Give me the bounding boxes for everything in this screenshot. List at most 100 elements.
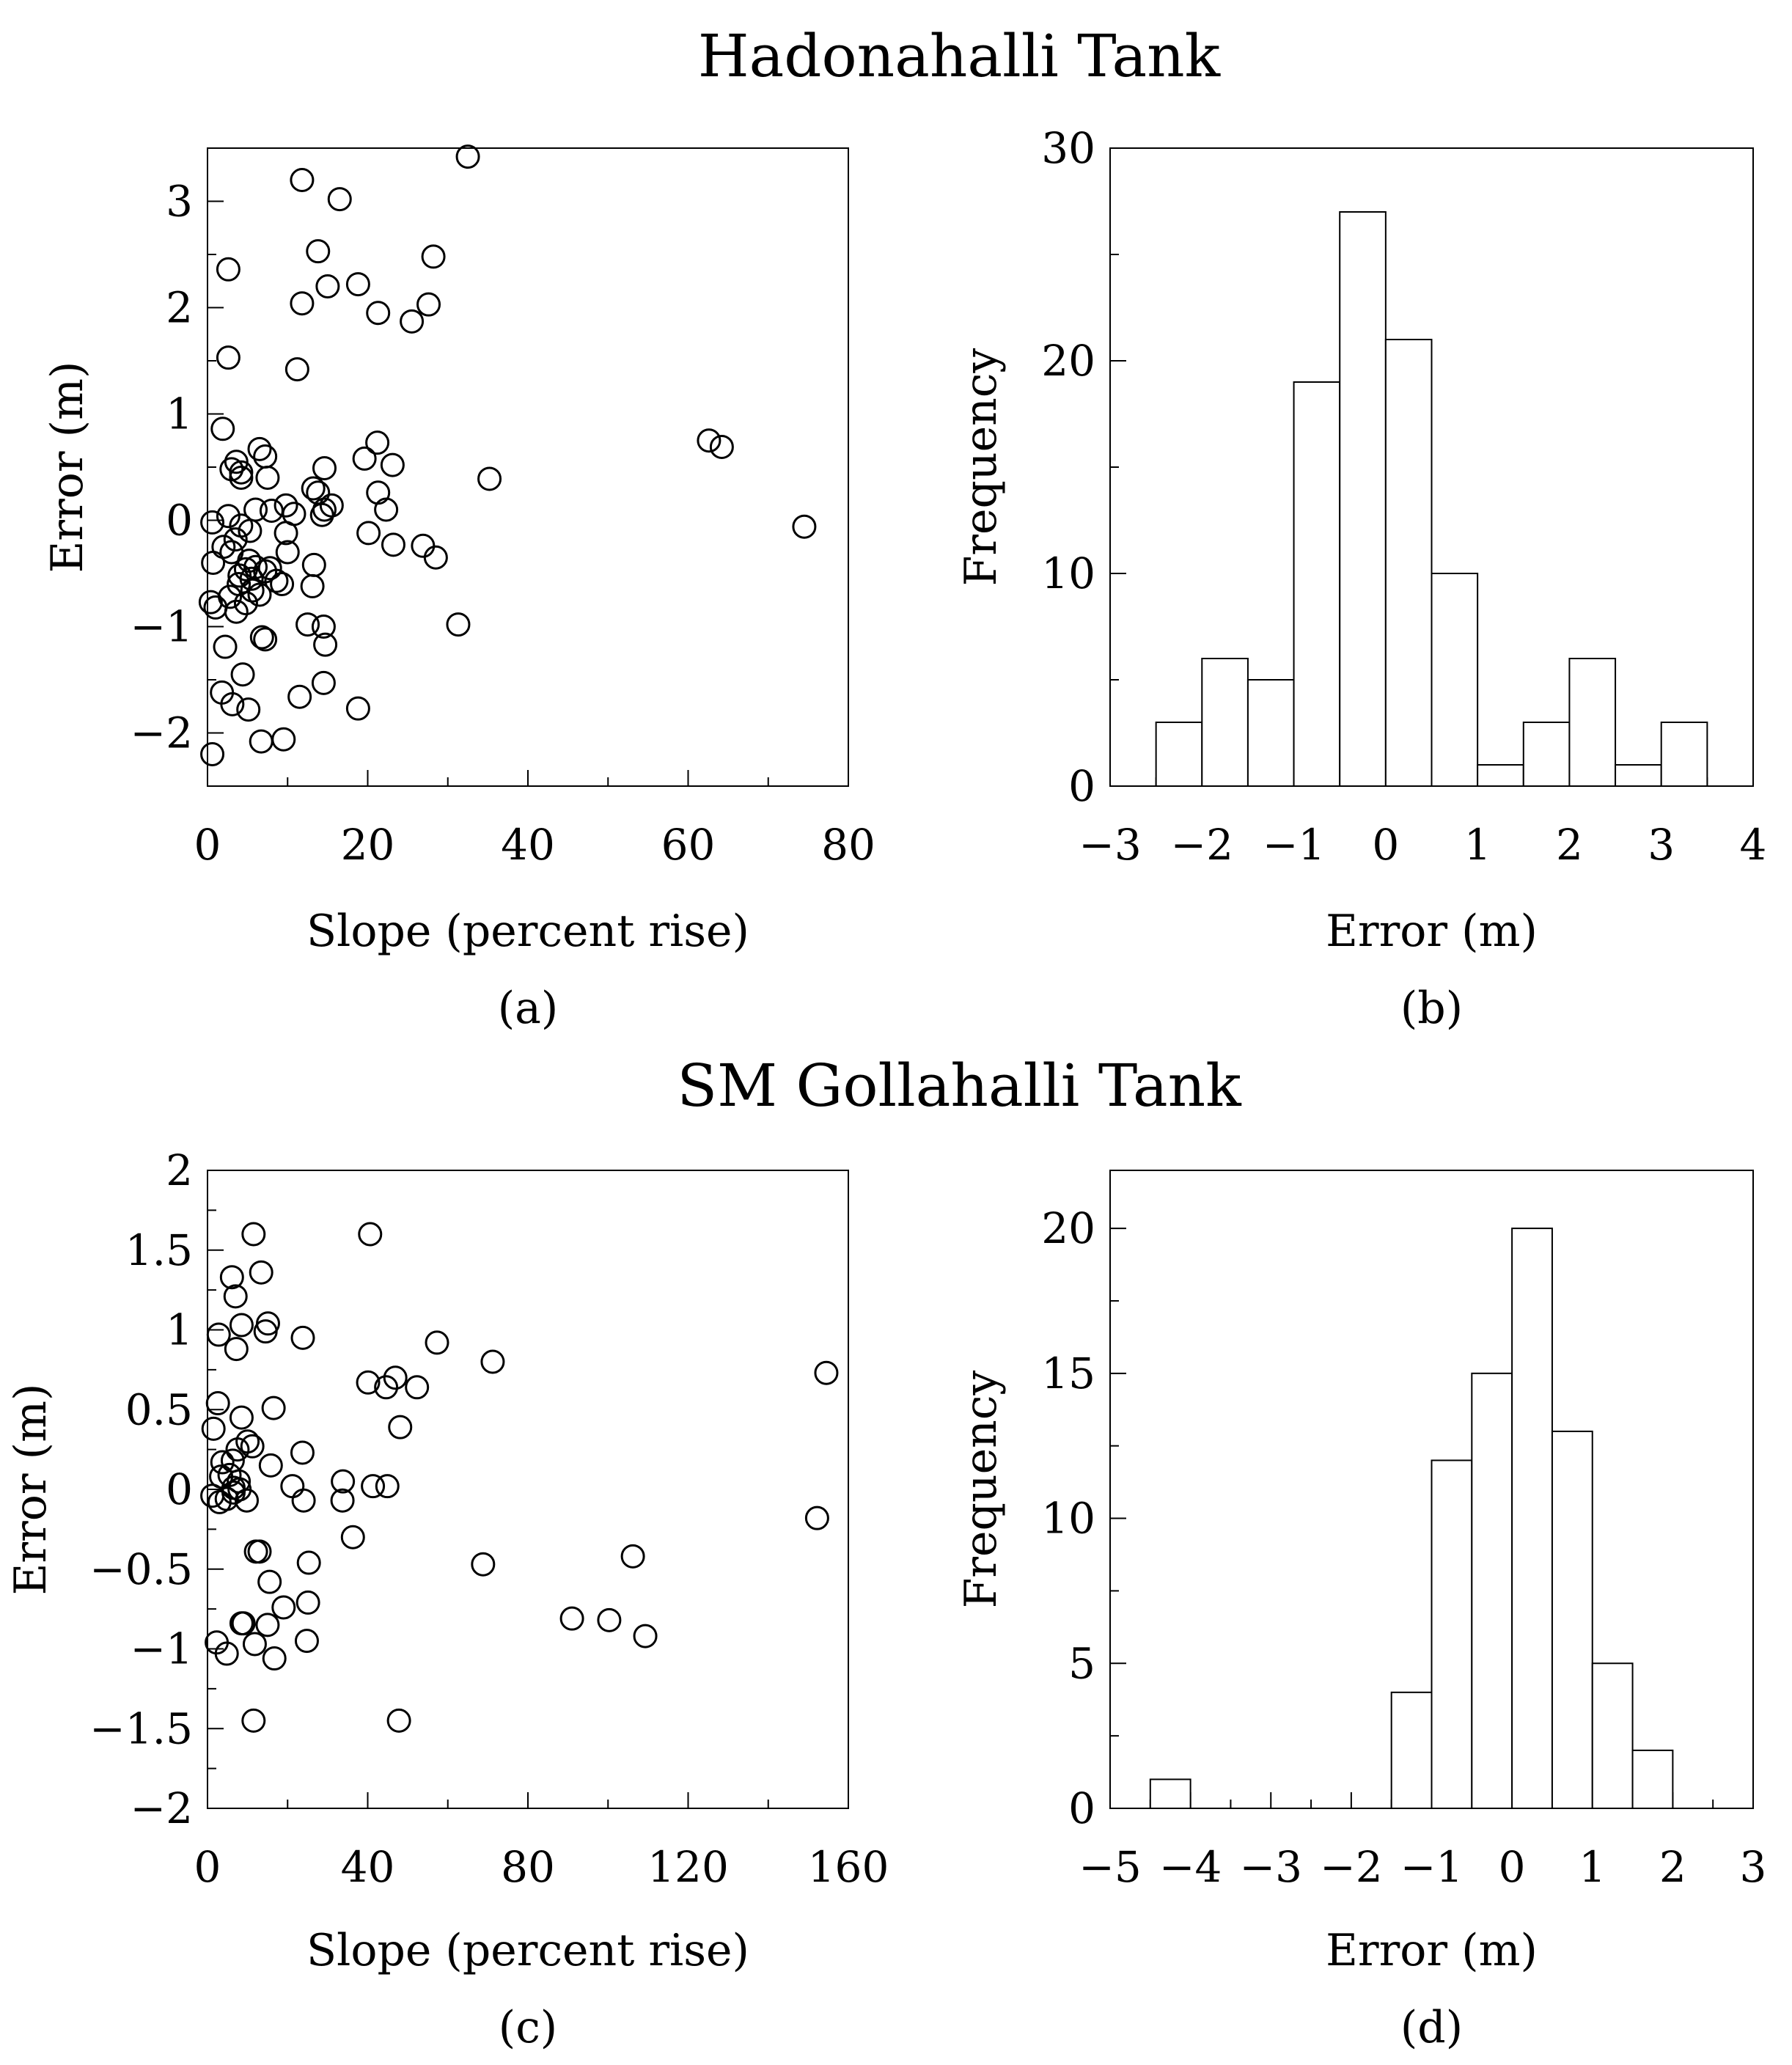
data-point xyxy=(386,1708,411,1733)
histogram-bar xyxy=(1390,1691,1433,1809)
y-tick-label: 1.5 xyxy=(125,1225,193,1275)
data-point xyxy=(198,590,223,615)
data-point xyxy=(257,1569,282,1594)
data-point xyxy=(264,568,289,593)
data-point xyxy=(235,1488,260,1513)
data-point xyxy=(206,1322,231,1347)
data-point xyxy=(296,1550,321,1575)
x-tick-label: 0 xyxy=(194,820,221,870)
data-point xyxy=(411,533,436,558)
x-tick-label: 2 xyxy=(1556,820,1583,870)
histogram-bar xyxy=(1631,1749,1674,1810)
data-point xyxy=(471,1552,496,1577)
data-point xyxy=(225,1437,250,1462)
histogram-bar xyxy=(1155,722,1203,787)
x-tick-label: 4 xyxy=(1740,820,1767,870)
y-tick-label: 10 xyxy=(1041,549,1095,598)
data-point xyxy=(416,292,441,317)
histogram-bar xyxy=(1384,339,1433,787)
data-point xyxy=(301,552,326,577)
x-tick-label: 0 xyxy=(1372,820,1399,870)
data-point xyxy=(231,1611,256,1636)
data-point xyxy=(311,615,336,639)
data-point xyxy=(327,187,352,212)
y-tick-label: −2 xyxy=(131,1783,194,1833)
data-point xyxy=(446,612,471,637)
histogram-bar xyxy=(1201,658,1249,787)
x-tick-label: 3 xyxy=(1740,1842,1767,1892)
data-point xyxy=(220,692,245,716)
y-tick-label: −1 xyxy=(131,602,194,652)
data-point xyxy=(257,556,282,581)
panel-c-scatter: 0 40 80 120 160 −2 −1.5 −1 −0.5 0 0.5 1 1.5 2 Slope (p… xyxy=(5,1145,889,2053)
data-point xyxy=(356,521,381,546)
data-point xyxy=(200,1483,225,1508)
data-point xyxy=(253,627,278,652)
data-point xyxy=(247,582,272,607)
data-point xyxy=(340,1525,365,1549)
data-point xyxy=(216,504,240,529)
title-top: Hadonahalli Tank xyxy=(698,22,1222,90)
data-point xyxy=(275,540,300,565)
histogram-bar xyxy=(1246,679,1295,787)
data-point xyxy=(249,729,273,754)
data-point xyxy=(295,1590,320,1615)
panel-d-histogram: −5 −4 −3 −2 −1 0 1 2 3 0 5 10 15 20 Error (m) Frequency… xyxy=(955,1170,1766,2053)
data-point xyxy=(313,632,338,657)
x-tick-label: 0 xyxy=(1499,1842,1526,1892)
x-axis-label: Error (m) xyxy=(1326,1925,1538,1976)
data-point xyxy=(480,1349,505,1374)
data-point xyxy=(214,1641,239,1666)
data-point xyxy=(405,1375,430,1400)
y-tick-label: 0 xyxy=(1068,761,1095,811)
y-tick-label: 0 xyxy=(166,1464,193,1514)
data-point xyxy=(388,1415,413,1439)
data-point xyxy=(224,450,249,474)
data-point xyxy=(247,1539,272,1564)
data-point xyxy=(210,1450,235,1475)
plot-frame xyxy=(207,147,849,787)
data-point xyxy=(311,670,336,695)
y-tick-label: 0 xyxy=(1068,1783,1095,1833)
data-point xyxy=(455,144,480,169)
panel-label: (a) xyxy=(498,983,559,1034)
data-point xyxy=(242,1632,267,1657)
data-point xyxy=(223,1284,248,1309)
data-point xyxy=(287,684,312,709)
data-point xyxy=(804,1505,829,1530)
y-tick-label: 20 xyxy=(1041,336,1095,386)
data-point xyxy=(633,1624,658,1648)
y-tick-label: 2 xyxy=(166,1145,193,1195)
data-point xyxy=(201,1416,226,1441)
x-axis-label: Error (m) xyxy=(1326,906,1538,957)
panel-b-histogram: −3 −2 −1 0 1 2 3 4 0 10 20 30 Error (m) Frequency (b) xyxy=(955,123,1766,1034)
data-point xyxy=(241,1222,266,1247)
data-point xyxy=(295,612,320,637)
x-tick-label: 80 xyxy=(821,820,875,870)
data-point xyxy=(290,168,315,192)
data-point xyxy=(253,1319,278,1344)
data-point xyxy=(330,1488,355,1513)
x-tick-label: −2 xyxy=(1171,820,1234,870)
histogram-bar xyxy=(1615,764,1662,787)
x-tick-label: 2 xyxy=(1659,1842,1686,1892)
data-point xyxy=(227,563,252,588)
data-point xyxy=(315,274,340,298)
x-tick-label: −2 xyxy=(1320,1842,1383,1892)
x-tick-label: −1 xyxy=(1263,820,1326,870)
y-tick-label: −2 xyxy=(131,708,194,758)
data-point xyxy=(290,1325,315,1350)
histogram-bar xyxy=(1431,573,1479,787)
data-point xyxy=(216,345,240,370)
data-point xyxy=(261,1395,286,1420)
y-tick-label: 0.5 xyxy=(125,1384,193,1434)
y-axis-label: Error (m) xyxy=(42,362,93,573)
x-axis-label: Slope (percent rise) xyxy=(306,906,749,957)
data-point xyxy=(375,1474,400,1499)
data-point xyxy=(280,1474,305,1499)
data-point xyxy=(792,514,817,539)
x-axis-label: Slope (percent rise) xyxy=(306,1925,749,1976)
data-point xyxy=(381,532,405,557)
y-tick-label: 3 xyxy=(166,177,193,227)
data-point xyxy=(352,446,377,471)
